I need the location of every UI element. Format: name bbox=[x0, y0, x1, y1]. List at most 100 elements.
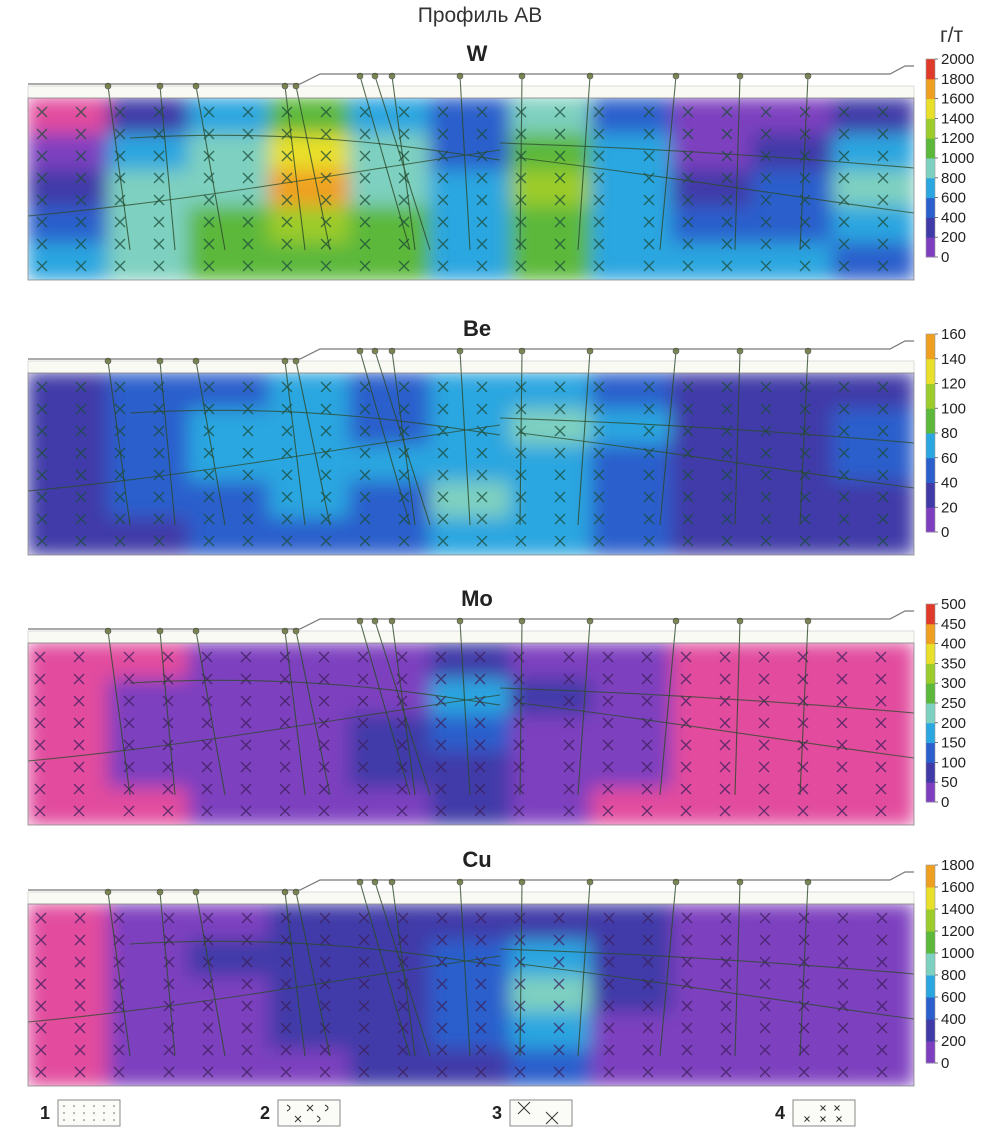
heatmap-cell bbox=[671, 242, 754, 280]
scale-segment bbox=[926, 604, 935, 625]
scale-segment bbox=[926, 358, 935, 384]
heatmap-cell bbox=[671, 517, 754, 555]
heatmap-cell bbox=[188, 1012, 271, 1051]
inclined-boreholes bbox=[27, 134, 915, 217]
scale-tick-label: 50 bbox=[941, 774, 958, 791]
heatmap-cell bbox=[349, 242, 432, 280]
heatmap-cell bbox=[107, 242, 191, 280]
heatmap-cell bbox=[268, 517, 352, 555]
heatmap-cell bbox=[429, 904, 513, 942]
heatmap-cell bbox=[28, 751, 110, 790]
heatmap-cell bbox=[751, 787, 835, 825]
legend-number: 2 bbox=[260, 1103, 270, 1123]
scale-segment bbox=[926, 457, 935, 483]
heatmap-cell bbox=[510, 98, 593, 136]
heatmap-cell bbox=[671, 904, 754, 942]
heatmap-cell bbox=[28, 481, 110, 520]
heatmap-cell bbox=[28, 714, 110, 754]
heatmap-cell bbox=[188, 1048, 271, 1086]
boreholes bbox=[104, 347, 812, 526]
heatmap-cell bbox=[107, 481, 191, 520]
heatmap-cell bbox=[28, 975, 110, 1015]
heatmap-cell bbox=[751, 643, 835, 681]
scale-segment bbox=[926, 623, 935, 645]
scale-tick-label: 100 bbox=[941, 400, 966, 417]
heatmap-cell bbox=[349, 751, 432, 790]
heatmap-cell bbox=[832, 242, 914, 280]
panel-frame bbox=[27, 372, 915, 556]
scale-segment bbox=[926, 722, 935, 744]
boreholes bbox=[104, 72, 812, 251]
heatmap-cell bbox=[188, 242, 271, 280]
heatmap-cell bbox=[671, 1048, 754, 1086]
heatmap-cell bbox=[510, 444, 593, 484]
heatmap-cell bbox=[429, 444, 513, 484]
heatmap-cell bbox=[268, 1048, 352, 1086]
heatmap-cell bbox=[28, 678, 110, 717]
heatmap-cell bbox=[590, 975, 674, 1015]
scale-segment bbox=[926, 1041, 935, 1064]
rock-pattern bbox=[36, 381, 889, 547]
scale-segment bbox=[926, 643, 935, 664]
scale-segment bbox=[926, 237, 935, 258]
heatmap-cell bbox=[28, 904, 110, 942]
rock-pattern bbox=[35, 912, 888, 1078]
heatmap-cell bbox=[671, 787, 754, 825]
heatmap-cell bbox=[751, 751, 835, 790]
scale-tick-label: 1800 bbox=[941, 857, 974, 874]
boreholes bbox=[104, 617, 812, 796]
heatmap-cell bbox=[349, 98, 432, 136]
heatmap-cell bbox=[429, 98, 513, 136]
heatmap-cell bbox=[751, 169, 835, 209]
heatmap-cell bbox=[107, 1048, 191, 1086]
heatmap-cell bbox=[751, 1048, 835, 1086]
heatmap-cell bbox=[671, 444, 754, 484]
heatmap-cell bbox=[28, 373, 110, 411]
heatmap-cell bbox=[832, 133, 914, 172]
scale-tick-label: 140 bbox=[941, 351, 966, 368]
surface-line bbox=[28, 610, 914, 630]
scale-tick-label: 300 bbox=[941, 675, 966, 692]
scale-segment bbox=[926, 762, 935, 783]
scale-tick-label: 200 bbox=[941, 229, 966, 246]
heatmap-cell bbox=[268, 714, 352, 754]
scale-tick-label: 40 bbox=[941, 475, 958, 492]
heatmap-cell bbox=[832, 517, 914, 555]
heatmap-cell bbox=[429, 481, 513, 520]
scale-tick-label: 350 bbox=[941, 655, 966, 672]
heatmap-cell bbox=[510, 169, 593, 209]
heatmap-cell bbox=[832, 373, 914, 411]
heatmap-cell bbox=[429, 169, 513, 209]
scale-tick-label: 800 bbox=[941, 967, 966, 984]
scale-tick-label: 500 bbox=[941, 596, 966, 613]
heatmap-cell bbox=[107, 1012, 191, 1051]
legend-item-4: 4 bbox=[775, 1099, 856, 1127]
scale-tick-label: 1200 bbox=[941, 923, 974, 940]
heatmap-cell bbox=[510, 904, 593, 942]
heatmap-cell bbox=[429, 373, 513, 411]
heatmap-cell bbox=[349, 939, 432, 978]
scale-tick-label: 150 bbox=[941, 735, 966, 752]
scale-tick-label: 0 bbox=[941, 524, 949, 541]
scale-segment bbox=[926, 158, 935, 179]
color-scale: 0 50 100 150 200 250 300 350 400 450 500 bbox=[925, 596, 966, 811]
scale-tick-label: 100 bbox=[941, 754, 966, 771]
legend-swatch-small-cross bbox=[792, 1099, 856, 1127]
heatmap-cell bbox=[429, 751, 513, 790]
heatmap-cell bbox=[188, 169, 271, 209]
heatmap-cell bbox=[188, 373, 271, 411]
panel-title: Mo bbox=[461, 586, 493, 611]
scale-segment bbox=[926, 953, 935, 976]
heatmap-cell bbox=[188, 975, 271, 1015]
scale-tick-label: 200 bbox=[941, 1033, 966, 1050]
heatmap-cell bbox=[429, 206, 513, 245]
heatmap-cell bbox=[349, 1012, 432, 1051]
heatmap-cell bbox=[188, 643, 271, 681]
heatmap-cell bbox=[590, 133, 674, 172]
scale-segment bbox=[926, 683, 935, 704]
heatmap-cell bbox=[510, 975, 593, 1015]
panel-title: W bbox=[467, 41, 488, 66]
scale-segment bbox=[926, 742, 935, 763]
panel-w: W 0 200 400 600 800 1000 1200 1400 1600 1800 2000 bbox=[27, 41, 974, 281]
scale-tick-label: 2000 bbox=[941, 51, 974, 68]
